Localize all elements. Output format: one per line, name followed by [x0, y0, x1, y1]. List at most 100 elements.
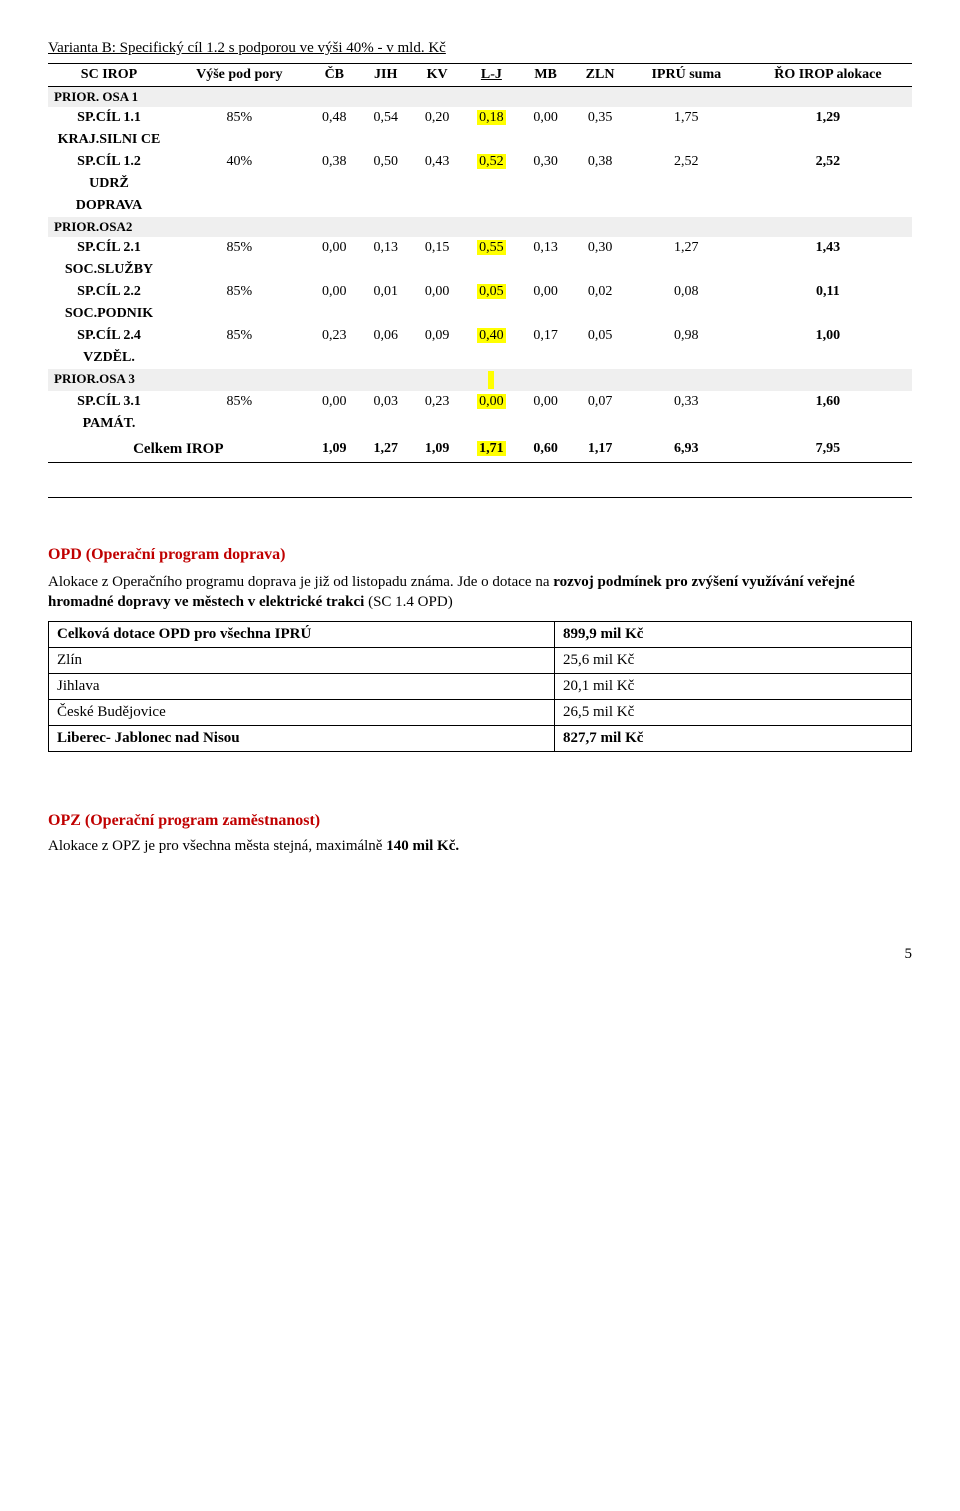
allo-label: Zlín: [49, 647, 555, 673]
cell: 0,05: [463, 281, 520, 303]
cell: 0,23: [411, 391, 462, 413]
table-row: SOC.PODNIK: [48, 303, 912, 325]
col-ro: ŘO IROP alokace: [744, 64, 912, 87]
cell: 0,00: [411, 281, 462, 303]
cell: 0,54: [360, 107, 411, 129]
allo-label: Jihlava: [49, 673, 555, 699]
cell: 1,43: [744, 237, 912, 259]
table-row: České Budějovice 26,5 mil Kč: [49, 699, 912, 725]
row-pct: 85%: [170, 391, 309, 413]
row-label: SP.CÍL 1.1: [48, 107, 170, 129]
cell: 0,09: [411, 325, 462, 347]
page-title: Varianta B: Specifický cíl 1.2 s podporo…: [48, 40, 912, 57]
row-sublabel: SOC.SLUŽBY: [48, 259, 170, 281]
cell: 1,09: [411, 435, 462, 463]
cell: 0,23: [309, 325, 360, 347]
cell: 6,93: [629, 435, 744, 463]
allo-value: 899,9 mil Kč: [555, 621, 912, 647]
table-row: Jihlava 20,1 mil Kč: [49, 673, 912, 699]
table-row: SP.CÍL 2.1 85% 0,00 0,13 0,15 0,55 0,13 …: [48, 237, 912, 259]
allo-value: 25,6 mil Kč: [555, 647, 912, 673]
cell: 0,00: [520, 391, 571, 413]
cell: 0,15: [411, 237, 462, 259]
cell: 0,00: [520, 281, 571, 303]
col-kv: KV: [411, 64, 462, 87]
cell: 0,02: [571, 281, 628, 303]
table-row: Celková dotace OPD pro všechna IPRÚ 899,…: [49, 621, 912, 647]
table-row: UDRŽ: [48, 173, 912, 195]
table-row: Liberec- Jablonec nad Nisou 827,7 mil Kč: [49, 725, 912, 751]
col-sc-irop: SC IROP: [48, 64, 170, 87]
table-row: SP.CÍL 1.2 40% 0,38 0,50 0,43 0,52 0,30 …: [48, 151, 912, 173]
cell: 0,50: [360, 151, 411, 173]
col-ipru: IPRÚ suma: [629, 64, 744, 87]
row-pct: 85%: [170, 325, 309, 347]
cell: 2,52: [744, 151, 912, 173]
cell: 1,71: [463, 435, 520, 463]
allo-value: 827,7 mil Kč: [555, 725, 912, 751]
cell: 0,01: [360, 281, 411, 303]
opz-paragraph: Alokace z OPZ je pro všechna města stejn…: [48, 836, 912, 856]
cell: 0,55: [463, 237, 520, 259]
cell: 0,52: [463, 151, 520, 173]
page-number: 5: [48, 946, 912, 963]
row-pct: 40%: [170, 151, 309, 173]
row-sublabel: PAMÁT.: [48, 413, 170, 435]
cell: 0,00: [309, 391, 360, 413]
table-row: SP.CÍL 1.1 85% 0,48 0,54 0,20 0,18 0,00 …: [48, 107, 912, 129]
cell: 0,40: [463, 325, 520, 347]
table-total-row: Celkem IROP 1,09 1,27 1,09 1,71 0,60 1,1…: [48, 435, 912, 463]
row-sublabel: KRAJ.SILNI CE: [48, 129, 170, 151]
table-row: SP.CÍL 3.1 85% 0,00 0,03 0,23 0,00 0,00 …: [48, 391, 912, 413]
row-pct: 85%: [170, 107, 309, 129]
row-sublabel: UDRŽ: [48, 173, 170, 195]
col-lj: L-J: [463, 64, 520, 87]
allo-label: Celková dotace OPD pro všechna IPRÚ: [49, 621, 555, 647]
cell: 0,48: [309, 107, 360, 129]
cell: 0,08: [629, 281, 744, 303]
cell: 0,38: [309, 151, 360, 173]
row-sublabel: DOPRAVA: [48, 195, 170, 217]
total-label: Celkem IROP: [48, 435, 309, 463]
cell: 1,27: [629, 237, 744, 259]
row-label: SP.CÍL 3.1: [48, 391, 170, 413]
allo-value: 20,1 mil Kč: [555, 673, 912, 699]
row-label: SP.CÍL 2.4: [48, 325, 170, 347]
row-sublabel: VZDĚL.: [48, 347, 170, 369]
cell: 0,33: [629, 391, 744, 413]
table-row: VZDĚL.: [48, 347, 912, 369]
row-pct: 85%: [170, 237, 309, 259]
cell: 1,00: [744, 325, 912, 347]
col-jih: JIH: [360, 64, 411, 87]
cell: 1,09: [309, 435, 360, 463]
col-mb: MB: [520, 64, 571, 87]
allocation-table: SC IROP Výše pod pory ČB JIH KV L-J MB Z…: [48, 63, 912, 463]
cell: 0,00: [463, 391, 520, 413]
opz-heading: OPZ (Operační program zaměstnanost): [48, 812, 912, 830]
section-prior-osa-3: PRIOR.OSA 3: [48, 369, 912, 391]
cell: 1,29: [744, 107, 912, 129]
section-prior-osa-1: PRIOR. OSA 1: [48, 87, 912, 108]
cell: 1,75: [629, 107, 744, 129]
divider: [48, 497, 912, 498]
allo-value: 26,5 mil Kč: [555, 699, 912, 725]
cell: 1,60: [744, 391, 912, 413]
cell: 0,00: [309, 281, 360, 303]
cell: 0,17: [520, 325, 571, 347]
table-row: SOC.SLUŽBY: [48, 259, 912, 281]
cell: 0,60: [520, 435, 571, 463]
cell: 0,00: [520, 107, 571, 129]
row-sublabel: SOC.PODNIK: [48, 303, 170, 325]
allo-label: České Budějovice: [49, 699, 555, 725]
table-row: DOPRAVA: [48, 195, 912, 217]
table-row: PAMÁT.: [48, 413, 912, 435]
table-row: SP.CÍL 2.2 85% 0,00 0,01 0,00 0,05 0,00 …: [48, 281, 912, 303]
cell: 0,98: [629, 325, 744, 347]
cell: 2,52: [629, 151, 744, 173]
row-label: SP.CÍL 2.1: [48, 237, 170, 259]
opd-paragraph: Alokace z Operačního programu doprava je…: [48, 572, 912, 613]
opd-allocation-table: Celková dotace OPD pro všechna IPRÚ 899,…: [48, 621, 912, 752]
highlight-marker-icon: [488, 371, 494, 389]
cell: 1,27: [360, 435, 411, 463]
cell: 0,00: [309, 237, 360, 259]
